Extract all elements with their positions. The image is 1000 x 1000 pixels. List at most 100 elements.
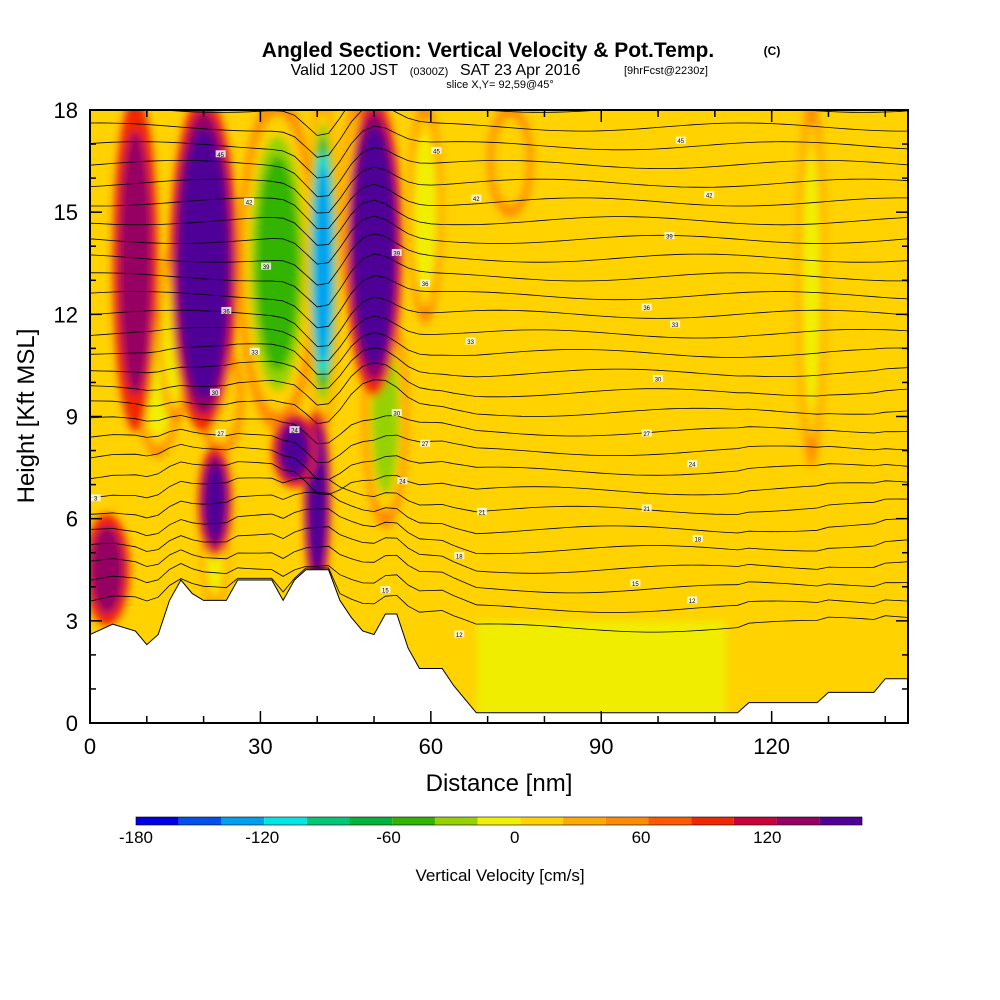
- isentrope-label-bg: [261, 262, 272, 270]
- isentrope-label: 30: [393, 412, 400, 418]
- downdraft-3: [256, 155, 299, 371]
- colorbar-swatch: [221, 817, 265, 825]
- isentrope-label: 27: [217, 432, 224, 438]
- isentrope-label-bg: [244, 197, 255, 205]
- isentrope-label: 24: [291, 429, 298, 435]
- isentrope-line: [90, 461, 908, 496]
- isentrope-label-bg: [664, 232, 675, 240]
- isentrope-line: [90, 233, 908, 286]
- isentrope-label-bg: [454, 552, 465, 560]
- isentrope-line: [90, 428, 908, 464]
- terrain: [90, 569, 908, 723]
- isentrope-label-bg: [209, 388, 220, 396]
- y-tick-label: 15: [54, 200, 78, 225]
- isentrope-line: [90, 491, 908, 535]
- colorbar-tick-label: 0: [510, 828, 519, 847]
- colorbar-swatch: [819, 817, 862, 825]
- isentrope-line: [90, 275, 908, 329]
- colorbar-tick-label: -180: [119, 828, 153, 847]
- isentrope-label-bg: [630, 579, 641, 587]
- isentrope-label: 21: [643, 507, 650, 513]
- isentrope-label: 24: [399, 480, 406, 486]
- isentrope-label: 15: [632, 582, 639, 588]
- colorbar-swatch: [648, 817, 692, 825]
- colorbar: -180 -120 -60 0 60 120: [119, 816, 863, 847]
- isentrope-line: [90, 315, 908, 362]
- isentrope-label-bg: [670, 320, 681, 328]
- y-tick-label: 18: [54, 98, 78, 123]
- colorbar-swatch: [520, 817, 564, 825]
- isentrope-label-bg: [420, 439, 431, 447]
- isentrope-line: [90, 347, 908, 390]
- isentrope-label-bg: [391, 249, 402, 257]
- isentrope-label: 42: [706, 194, 713, 200]
- isentrope-label: 27: [422, 442, 429, 448]
- isentrope-label: 33: [672, 323, 679, 329]
- isentrope-label: 39: [393, 252, 400, 258]
- chart-title: Angled Section: Vertical Velocity & Pot.…: [262, 39, 714, 62]
- isentrope-line: [90, 414, 908, 445]
- isentrope-line: [90, 183, 908, 230]
- downdraft-7: [414, 134, 436, 290]
- isentrope-line: [90, 545, 908, 594]
- isentrope-line: [90, 477, 908, 515]
- isentrope-line: [90, 166, 908, 214]
- isentrope-line: [90, 567, 908, 633]
- colorbar-swatch: [605, 817, 649, 825]
- isentrope-label: 45: [677, 139, 684, 145]
- x-axis-label: Distance [nm]: [426, 770, 573, 797]
- chart-title-unit: (C): [764, 44, 781, 58]
- isentrope-label-bg: [687, 460, 698, 468]
- isentrope-line: [90, 199, 908, 246]
- downdraft-8: [494, 117, 527, 206]
- isentrope-label-bg: [215, 429, 226, 437]
- isentrope-label-bg: [641, 303, 652, 311]
- forecast-label: [9hrFcst@2230z]: [624, 65, 708, 77]
- x-tick-label: 0: [84, 734, 96, 759]
- isentrope-label-bg: [289, 426, 300, 434]
- isentrope-label-bg: [704, 191, 715, 199]
- isentrope-label-bg: [249, 347, 260, 355]
- isentrope-label-bg: [90, 494, 101, 502]
- isentrope-label: 36: [223, 309, 230, 315]
- isentrope-label: 24: [689, 463, 696, 469]
- x-tick-label: 30: [248, 734, 272, 759]
- isentrope-label: 39: [263, 265, 270, 271]
- isentrope-label-bg: [692, 535, 703, 543]
- updraft-17: [90, 525, 124, 614]
- isentrope-label: 30: [212, 391, 219, 397]
- colorbar-swatch: [349, 817, 393, 825]
- isentrope-labels: 3 45 42 39 36 33 30 27 24 45 42 39 36 33 30 27 24 21 18 15 1…: [90, 136, 715, 639]
- isentrope-label-bg: [215, 150, 226, 158]
- isentrope-label-bg: [465, 337, 476, 345]
- isentrope-line: [90, 526, 908, 574]
- isentrope-line: [90, 215, 908, 265]
- updraft-11: [119, 131, 152, 396]
- colorbar-tick-label: -120: [245, 828, 279, 847]
- colorbar-tick-label: 120: [753, 828, 781, 847]
- updraft-12: [186, 161, 221, 365]
- isentrope-label: 27: [643, 432, 650, 438]
- updraft-13: [204, 462, 226, 541]
- colorbar-frame: [135, 816, 863, 826]
- colorbar-swatch: [306, 817, 350, 825]
- isentrope-label-bg: [420, 279, 431, 287]
- isentrope-label: 12: [689, 599, 696, 605]
- isentrope-label-bg: [221, 306, 232, 314]
- colorbar-swatch: [776, 817, 820, 825]
- colorbar-label: Vertical Velocity [cm/s]: [415, 866, 584, 885]
- isentrope-label: 18: [456, 555, 463, 561]
- colorbar-swatch: [136, 817, 179, 825]
- y-axis-label: Height [Kft MSL]: [13, 329, 40, 504]
- valid-prefix: Valid 1200 JST: [291, 62, 399, 79]
- valid-date: SAT 23 Apr 2016: [460, 62, 580, 79]
- colorbar-swatch: [733, 817, 777, 825]
- colorbar-swatch: [434, 817, 478, 825]
- isentrope-label: 42: [473, 197, 480, 203]
- isentrope-label: 33: [467, 340, 474, 346]
- isentrope-line: [90, 125, 908, 179]
- y-tick-label: 6: [66, 507, 78, 532]
- updraft-14: [309, 442, 325, 562]
- isentrope-line: [90, 508, 908, 555]
